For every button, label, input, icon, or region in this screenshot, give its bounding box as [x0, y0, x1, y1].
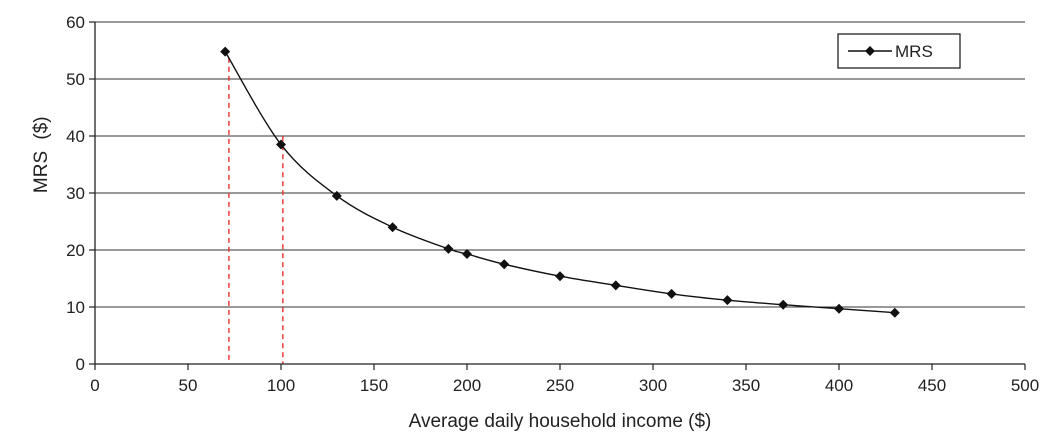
- reference-lines: [228, 57, 284, 364]
- tick-labels: 0 10 20 30 40 50 60 0 50 100 150 200 250 300 350 400 450…: [66, 13, 1039, 395]
- y-tick-label-20: 20: [66, 241, 85, 260]
- x-axis-title: Average daily household income ($): [409, 411, 712, 432]
- y-tick-label-0: 0: [76, 355, 85, 374]
- data-point-130: [331, 190, 342, 201]
- data-point-370: [778, 299, 789, 310]
- data-point-220: [499, 259, 510, 270]
- data-point-200: [462, 248, 472, 259]
- legend-label: MRS: [895, 42, 933, 61]
- x-tick-label-250: 250: [546, 376, 574, 395]
- y-axis-title: MRS: [31, 151, 52, 193]
- data-point-340: [722, 295, 733, 306]
- y-tick-label-60: 60: [66, 13, 85, 32]
- data-point-100: [276, 139, 286, 150]
- y-axis-unit-group: ($): [31, 116, 52, 139]
- x-tick-label-350: 350: [732, 376, 760, 395]
- legend-marker: [865, 46, 875, 56]
- data-point-400: [834, 303, 844, 314]
- y-axis-title-group: MRS: [31, 151, 52, 193]
- x-tick-label-150: 150: [360, 376, 388, 395]
- x-tick-label-300: 300: [639, 376, 667, 395]
- series-layer: [220, 46, 900, 318]
- axes: [89, 21, 1026, 370]
- data-point-70: [220, 46, 231, 57]
- y-tick-label-40: 40: [66, 127, 85, 146]
- gridlines: [95, 21, 1025, 308]
- y-axis-unit: ($): [31, 116, 52, 139]
- y-tick-label-10: 10: [66, 298, 85, 317]
- x-tick-label-50: 50: [179, 376, 198, 395]
- series-line-mrs: [224, 51, 895, 314]
- data-point-280: [610, 280, 621, 291]
- y-tick-label-30: 30: [66, 184, 85, 203]
- x-tick-label-100: 100: [267, 376, 295, 395]
- x-tick-label-200: 200: [453, 376, 481, 395]
- data-point-310: [666, 288, 677, 299]
- x-tick-label-500: 500: [1011, 376, 1039, 395]
- data-point-190: [443, 243, 454, 254]
- y-tick-label-50: 50: [66, 70, 85, 89]
- x-tick-label-400: 400: [825, 376, 853, 395]
- x-tick-label-0: 0: [90, 376, 99, 395]
- legend: MRS: [837, 33, 961, 69]
- x-tick-label-450: 450: [918, 376, 946, 395]
- data-point-160: [387, 222, 398, 233]
- data-point-430: [889, 307, 900, 318]
- data-point-250: [555, 271, 565, 282]
